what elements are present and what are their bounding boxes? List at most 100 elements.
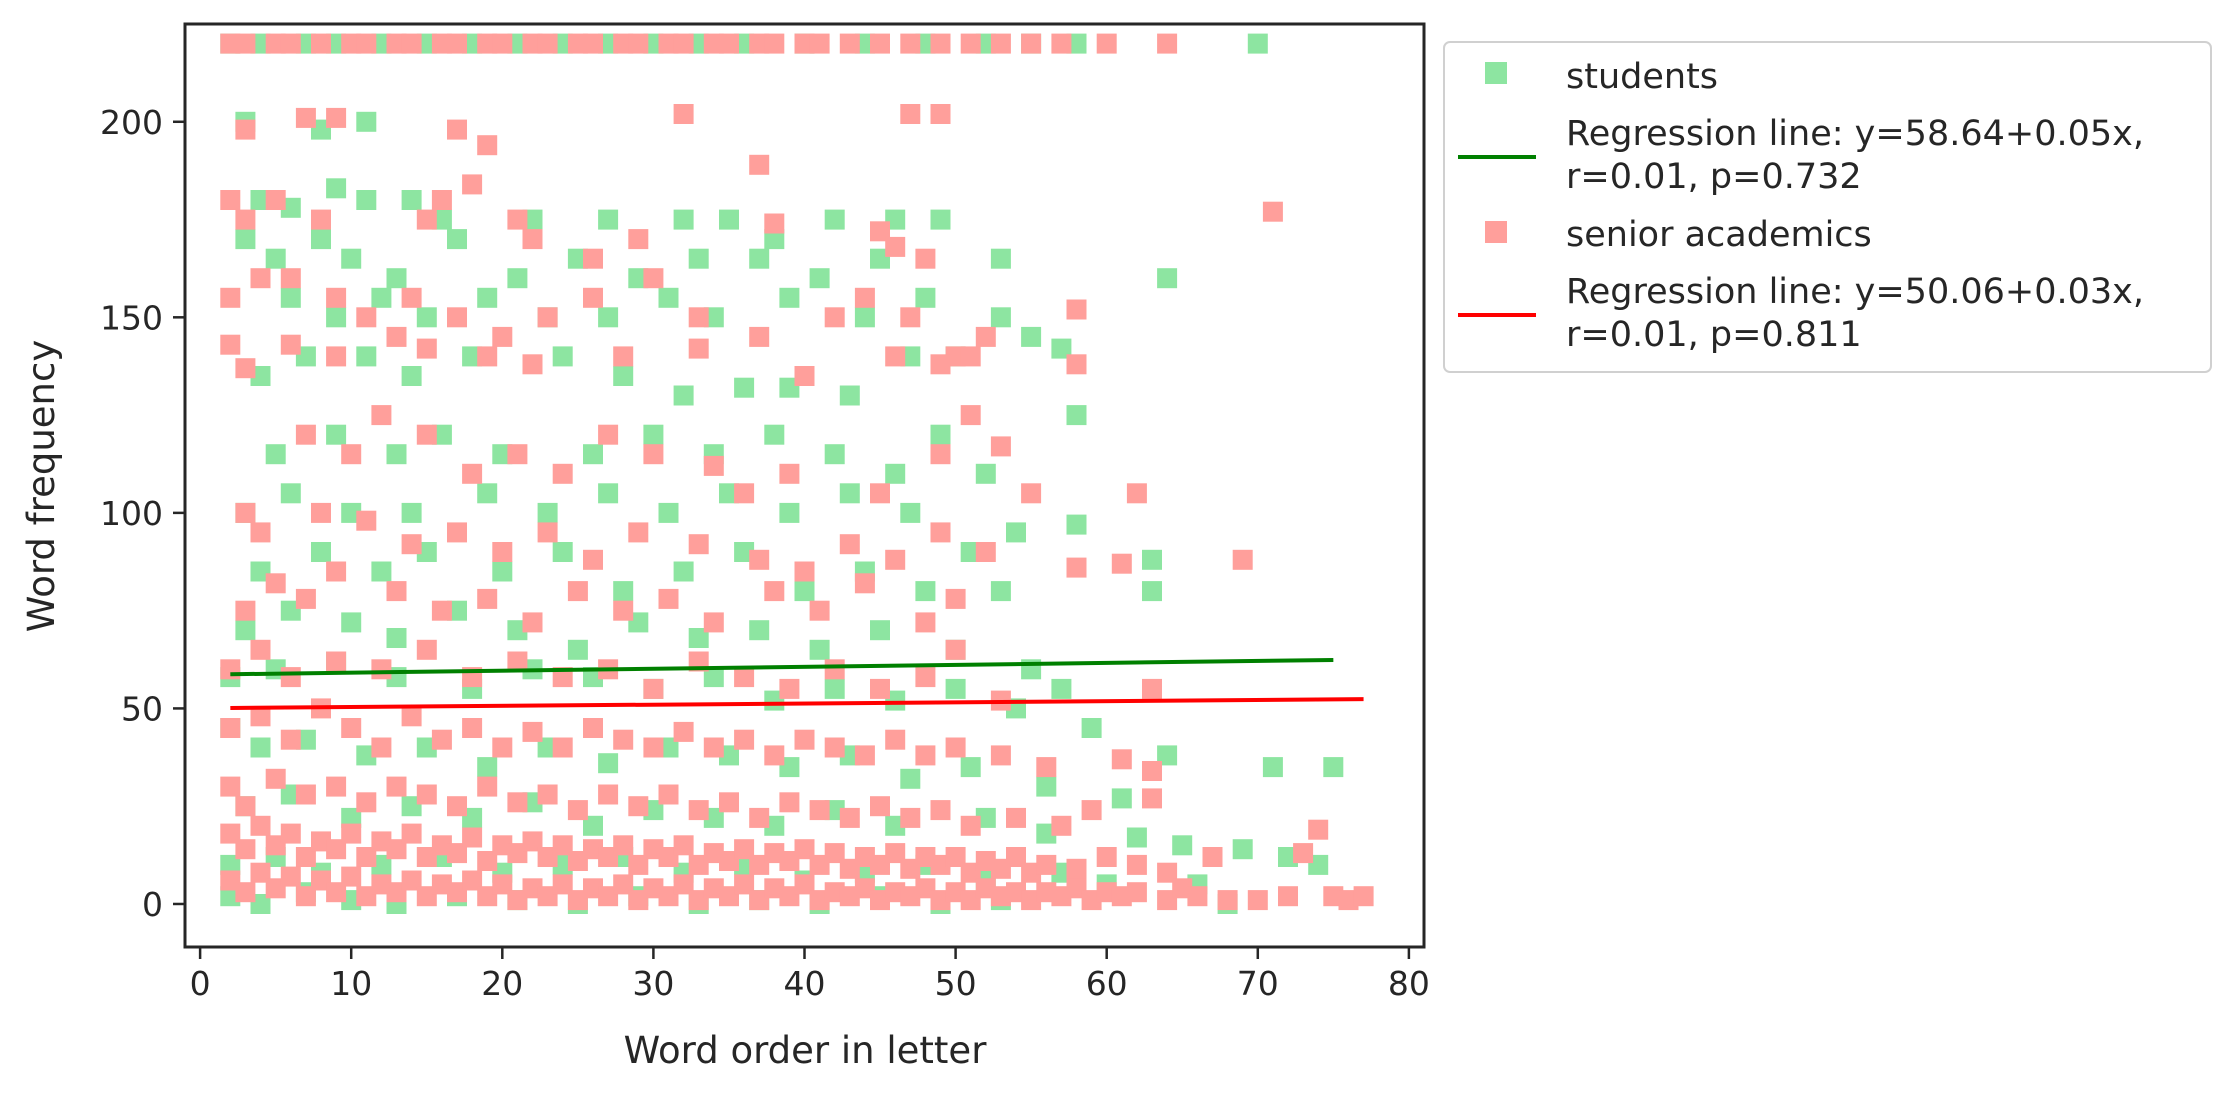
point-senior-academics — [779, 463, 800, 484]
point-senior-academics — [1232, 549, 1253, 570]
point-senior-academics — [280, 866, 301, 887]
point-senior-academics — [280, 729, 301, 750]
point-senior-academics — [794, 33, 815, 54]
point-senior-academics — [734, 667, 755, 688]
point-senior-academics — [613, 874, 634, 895]
point-senior-academics — [1051, 33, 1072, 54]
point-students — [915, 581, 936, 602]
point-students — [734, 854, 755, 875]
point-senior-academics — [431, 600, 452, 621]
point-senior-academics — [311, 33, 331, 54]
point-senior-academics — [688, 800, 709, 821]
point-students — [462, 807, 483, 828]
point-senior-academics — [567, 581, 588, 602]
point-senior-academics — [960, 862, 981, 883]
point-senior-academics — [265, 768, 286, 789]
point-senior-academics — [703, 33, 724, 54]
point-senior-academics — [990, 745, 1011, 766]
point-senior-academics — [945, 639, 966, 660]
point-students — [1021, 326, 1042, 347]
point-senior-academics — [764, 33, 785, 54]
point-senior-academics — [1036, 757, 1057, 778]
point-senior-academics — [416, 886, 437, 907]
point-students — [235, 229, 256, 250]
point-students — [250, 366, 271, 386]
point-senior-academics — [764, 843, 785, 864]
point-senior-academics — [749, 854, 770, 875]
point-senior-academics — [447, 33, 467, 54]
point-senior-academics — [492, 835, 513, 856]
point-students — [507, 268, 528, 289]
point-senior-academics — [688, 890, 709, 911]
point-senior-academics — [462, 463, 483, 484]
point-senior-academics — [401, 287, 422, 308]
point-senior-academics — [492, 33, 513, 54]
point-senior-academics — [235, 358, 256, 379]
point-students — [401, 366, 422, 386]
point-senior-academics — [537, 784, 558, 805]
point-students — [1111, 788, 1132, 809]
point-senior-academics — [265, 878, 286, 899]
point-senior-academics — [492, 542, 513, 562]
point-senior-academics — [1096, 33, 1117, 54]
legend-label-senior-academics-regression-line2: r=0.01, p=0.811 — [1566, 315, 1862, 355]
point-senior-academics — [764, 581, 785, 602]
point-senior-academics — [885, 729, 906, 750]
point-senior-academics — [386, 882, 407, 903]
point-senior-academics — [1066, 858, 1087, 879]
point-senior-academics — [522, 612, 543, 633]
point-students — [341, 502, 362, 523]
point-senior-academics — [311, 209, 331, 230]
point-senior-academics — [885, 882, 906, 903]
point-students — [265, 444, 286, 465]
point-senior-academics — [416, 338, 437, 359]
point-senior-academics — [854, 745, 875, 766]
point-senior-academics — [839, 858, 860, 879]
point-students — [900, 346, 921, 367]
point-senior-academics — [1081, 890, 1102, 911]
point-students — [416, 33, 437, 54]
point-senior-academics — [703, 612, 724, 633]
point-students — [1051, 678, 1072, 699]
point-students — [960, 757, 981, 778]
point-senior-academics — [280, 33, 301, 54]
point-students — [552, 542, 573, 562]
point-senior-academics — [945, 847, 966, 867]
point-students — [945, 678, 966, 699]
point-senior-academics — [734, 839, 755, 860]
point-senior-academics — [477, 588, 498, 609]
plot-area — [220, 33, 1374, 914]
point-senior-academics — [824, 659, 845, 680]
point-senior-academics — [280, 823, 301, 844]
point-senior-academics — [235, 882, 256, 903]
point-senior-academics — [537, 522, 558, 543]
point-students — [975, 807, 996, 828]
point-students — [1157, 745, 1178, 766]
point-senior-academics — [1323, 886, 1344, 907]
point-senior-academics — [552, 463, 573, 484]
point-students — [764, 815, 785, 836]
point-senior-academics — [371, 737, 392, 758]
point-senior-academics — [990, 33, 1011, 54]
point-students — [552, 854, 573, 875]
point-senior-academics — [250, 862, 271, 883]
point-senior-academics — [613, 346, 634, 367]
point-senior-academics — [1308, 819, 1329, 840]
point-senior-academics — [235, 796, 256, 817]
point-senior-academics — [673, 835, 694, 856]
point-senior-academics — [356, 886, 377, 907]
point-senior-academics — [220, 287, 241, 308]
point-students — [673, 561, 694, 582]
point-senior-academics — [643, 878, 664, 899]
point-senior-academics — [401, 870, 422, 891]
regression-lines-layer — [230, 657, 1364, 710]
point-students — [688, 33, 709, 54]
point-students — [1066, 33, 1087, 54]
point-senior-academics — [522, 878, 543, 899]
point-students — [356, 190, 377, 210]
point-senior-academics — [809, 890, 830, 911]
point-students — [311, 542, 331, 562]
point-students — [537, 502, 558, 523]
point-senior-academics — [265, 190, 286, 210]
point-senior-academics — [311, 502, 331, 523]
